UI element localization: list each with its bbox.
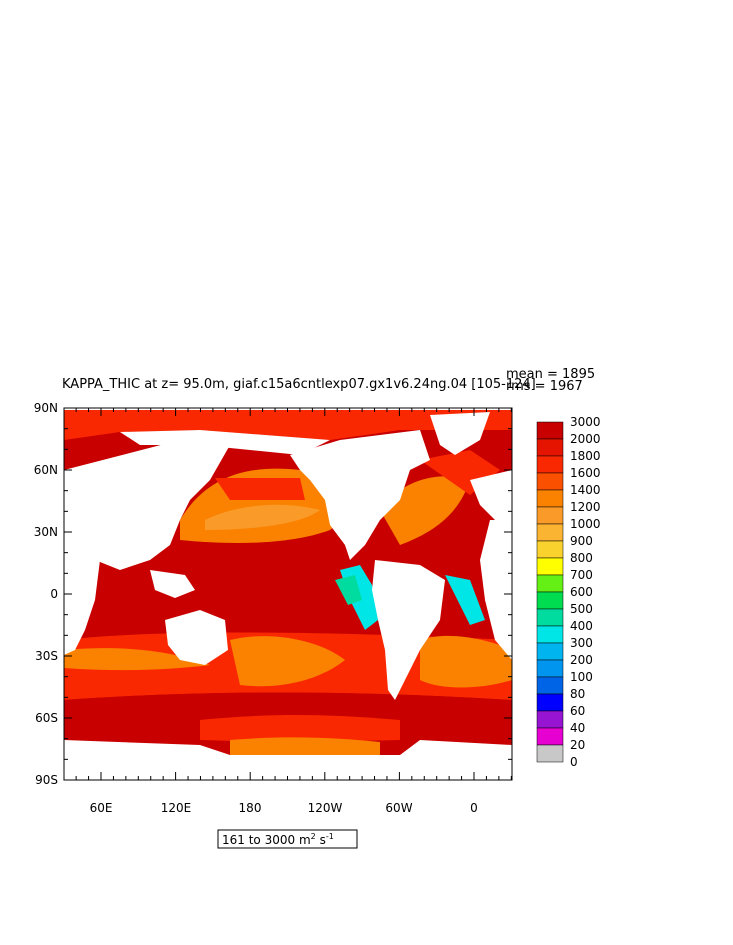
south-atlantic-orange	[420, 635, 512, 688]
lat-label-90n: 90N	[34, 401, 58, 415]
lat-label-90s: 90S	[35, 773, 58, 787]
axis-ticks	[64, 407, 512, 781]
colorbar-label: 600	[570, 585, 593, 599]
colorbar-swatch	[536, 676, 564, 695]
colorbar-swatch	[536, 574, 564, 593]
colorbar-label: 2000	[570, 432, 601, 446]
south-indian-orange	[64, 648, 210, 671]
east-pacific-teal	[335, 575, 362, 605]
colorbar-label: 100	[570, 670, 593, 684]
lon-axis: 60E 120E 180 120W 60W 0	[90, 801, 478, 815]
colorbar-label: 1000	[570, 517, 601, 531]
colorbar-swatch	[536, 523, 564, 542]
colorbar-label: 1600	[570, 466, 601, 480]
south-america	[372, 560, 445, 700]
colorbar-label: 60	[570, 704, 585, 718]
colorbar-swatch	[536, 659, 564, 678]
colorbar-swatch	[536, 710, 564, 729]
colorbar-swatch	[536, 727, 564, 746]
colorbar-label: 900	[570, 534, 593, 548]
units-label: 161 to 3000 m2 s-1	[222, 832, 334, 847]
south-band-3	[230, 737, 380, 755]
colorbar-label: 1200	[570, 500, 601, 514]
australia	[165, 610, 228, 665]
lon-label-0: 0	[470, 801, 478, 815]
lon-label-180: 180	[239, 801, 262, 815]
colorbar-label: 400	[570, 619, 593, 633]
colorbar-swatch	[536, 557, 564, 576]
colorbar-swatch	[536, 591, 564, 610]
colorbar-label: 20	[570, 738, 585, 752]
colorbar-swatch	[536, 421, 564, 440]
indonesia	[150, 570, 195, 598]
antarctica	[64, 740, 512, 780]
europe	[470, 470, 512, 520]
colorbar-swatch	[536, 642, 564, 661]
colorbar-swatch	[536, 608, 564, 627]
arctic-band	[64, 410, 512, 440]
lon-label-120e: 120E	[161, 801, 192, 815]
lat-label-60s: 60S	[35, 711, 58, 725]
greenland	[430, 412, 490, 455]
map-title: KAPPA_THIC at z= 95.0m, giaf.c15a6cntlex…	[62, 377, 536, 392]
colorbar-swatch	[536, 438, 564, 457]
north-pacific-core	[205, 504, 320, 530]
units-box: 161 to 3000 m2 s-1	[217, 829, 358, 849]
lat-axis: 90N 60N 30N 0 30S 60S 90S	[34, 401, 58, 787]
colorbar-swatch	[536, 744, 564, 763]
lon-label-60e: 60E	[90, 801, 113, 815]
colorbar-label: 80	[570, 687, 585, 701]
siberia-coast	[120, 430, 330, 455]
north-pacific-red	[215, 478, 305, 500]
colorbar-label: 700	[570, 568, 593, 582]
lon-label-120w: 120W	[308, 801, 343, 815]
lat-label-60n: 60N	[34, 463, 58, 477]
colorbar-swatch	[536, 506, 564, 525]
north-america	[290, 430, 430, 560]
colorbar-label: 300	[570, 636, 593, 650]
north-atlantic-gyre	[380, 476, 470, 545]
colorbar-swatch	[536, 693, 564, 712]
colorbar-label: 800	[570, 551, 593, 565]
colorbar-label: 1800	[570, 449, 601, 463]
colorbar-label: 200	[570, 653, 593, 667]
mean-stat: mean = 1895	[506, 367, 595, 382]
colorbar-swatch	[536, 489, 564, 508]
map-area	[64, 408, 512, 780]
rms-stat: rms = 1967	[506, 379, 583, 394]
eurasia	[64, 440, 230, 570]
colorbar-swatch	[536, 625, 564, 644]
colorbar-swatch	[536, 455, 564, 474]
colorbar-label: 1400	[570, 483, 601, 497]
colorbar: 3000200018001600140012001000900800700600…	[536, 415, 601, 769]
lat-label-30n: 30N	[34, 525, 58, 539]
brazil-coast-cyan	[445, 575, 485, 625]
colorbar-swatch	[536, 540, 564, 559]
lat-label-0: 0	[50, 587, 58, 601]
colorbar-swatch	[536, 472, 564, 491]
colorbar-label: 40	[570, 721, 585, 735]
africa-west	[480, 520, 512, 660]
africa-east	[64, 530, 100, 655]
colorbar-label: 500	[570, 602, 593, 616]
acc-band	[64, 692, 512, 722]
south-pacific-orange	[230, 636, 345, 687]
colorbar-label: 0	[570, 755, 578, 769]
lat-label-30s: 30S	[35, 649, 58, 663]
lon-label-60w: 60W	[385, 801, 412, 815]
south-band-2	[200, 715, 400, 742]
colorbar-label: 3000	[570, 415, 601, 429]
